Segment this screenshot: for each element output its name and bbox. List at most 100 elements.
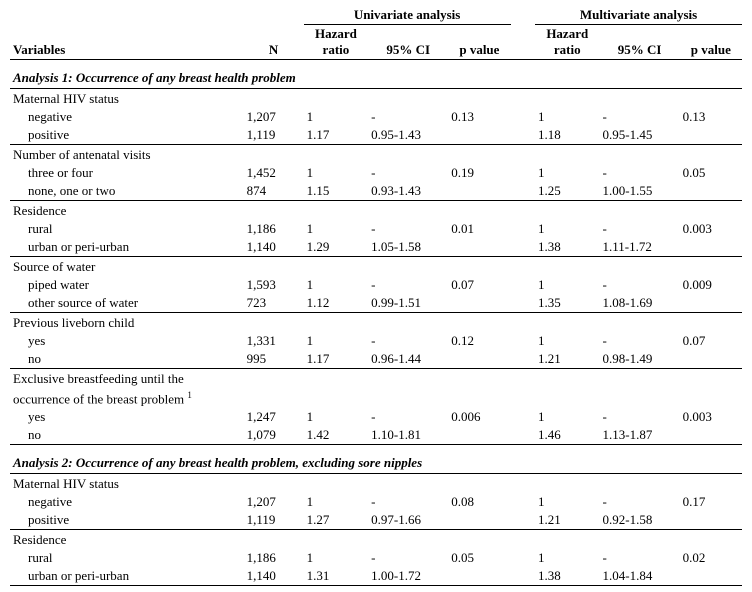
cell: 1,207 (244, 493, 304, 511)
cell: 0.003 (680, 408, 742, 426)
hdr-hr2: Hazard ratio (535, 25, 600, 60)
hdr-uni: Univariate analysis (304, 6, 511, 25)
cell: 1 (535, 276, 600, 294)
hdr-n: N (244, 6, 304, 60)
cell: 1,186 (244, 549, 304, 567)
table-row: negative 1,207 1 - 0.13 1 - 0.13 (10, 108, 742, 126)
cell: 1.46 (535, 426, 600, 445)
table-row: piped water 1,593 1 - 0.07 1 - 0.009 (10, 276, 742, 294)
cell: 1.04-1.84 (600, 567, 680, 586)
cell: 1,207 (244, 108, 304, 126)
cell: 1,119 (244, 511, 304, 530)
cell: 0.12 (448, 332, 510, 350)
cell: 1.35 (535, 294, 600, 313)
cell: - (600, 408, 680, 426)
cell: 1,452 (244, 164, 304, 182)
cell: 1.25 (535, 182, 600, 201)
table-row: yes 1,331 1 - 0.12 1 - 0.07 (10, 332, 742, 350)
cell: - (600, 108, 680, 126)
cell: rural (10, 549, 244, 567)
cell: other source of water (10, 294, 244, 313)
cell: 1 (304, 549, 369, 567)
cell: 1 (535, 408, 600, 426)
cell: 0.95-1.45 (600, 126, 680, 145)
section2-title: Analysis 2: Occurrence of any breast hea… (10, 445, 742, 474)
cell: 1.12 (304, 294, 369, 313)
section1-title: Analysis 1: Occurrence of any breast hea… (10, 60, 742, 89)
cell: 0.95-1.43 (368, 126, 448, 145)
cell: - (368, 332, 448, 350)
var-hiv: Maternal HIV status (10, 89, 742, 109)
cell: 0.17 (680, 493, 742, 511)
cell: - (368, 276, 448, 294)
table-row: other source of water 723 1.12 0.99-1.51… (10, 294, 742, 313)
hdr-ci2: 95% CI (600, 25, 680, 60)
cell: 1.42 (304, 426, 369, 445)
cell: 1,140 (244, 238, 304, 257)
table-row: no 1,079 1.42 1.10-1.81 1.46 1.13-1.87 (10, 426, 742, 445)
cell: 874 (244, 182, 304, 201)
cell: piped water (10, 276, 244, 294)
cell: - (368, 164, 448, 182)
table-row: yes 1,247 1 - 0.006 1 - 0.003 (10, 408, 742, 426)
cell: 1 (304, 220, 369, 238)
cell: 1.17 (304, 126, 369, 145)
cell: 1.05-1.58 (368, 238, 448, 257)
cell: rural (10, 220, 244, 238)
cell: 1,140 (244, 567, 304, 586)
cell: 0.13 (680, 108, 742, 126)
cell: 0.92-1.58 (600, 511, 680, 530)
cell: - (600, 276, 680, 294)
cell: 1.31 (304, 567, 369, 586)
table-row: positive 1,119 1.27 0.97-1.66 1.21 0.92-… (10, 511, 742, 530)
cell: 1,593 (244, 276, 304, 294)
cell: 1.00-1.55 (600, 182, 680, 201)
cell: 1 (304, 276, 369, 294)
cell: - (600, 164, 680, 182)
cell: - (368, 220, 448, 238)
table-row: positive 1,119 1.17 0.95-1.43 1.18 0.95-… (10, 126, 742, 145)
cell: 0.07 (680, 332, 742, 350)
cell: 1.38 (535, 238, 600, 257)
cell: 995 (244, 350, 304, 369)
var-ebf1: Exclusive breastfeeding until the (10, 369, 742, 389)
cell: 0.93-1.43 (368, 182, 448, 201)
cell: 0.02 (680, 549, 742, 567)
cell: - (368, 549, 448, 567)
table-row: rural 1,186 1 - 0.01 1 - 0.003 (10, 220, 742, 238)
cell: 0.08 (448, 493, 510, 511)
cell: 1,247 (244, 408, 304, 426)
cell: 1.27 (304, 511, 369, 530)
cell: 1.11-1.72 (600, 238, 680, 257)
table-row: three or four 1,452 1 - 0.19 1 - 0.05 (10, 164, 742, 182)
cell: 1.00-1.72 (368, 567, 448, 586)
cell: positive (10, 511, 244, 530)
cell: 1 (304, 108, 369, 126)
table-row: urban or peri-urban 1,140 1.31 1.00-1.72… (10, 567, 742, 586)
cell: 1.38 (535, 567, 600, 586)
cell: 1.17 (304, 350, 369, 369)
var-res2: Residence (10, 530, 742, 550)
cell: 1.15 (304, 182, 369, 201)
cell: yes (10, 408, 244, 426)
cell: 1.10-1.81 (368, 426, 448, 445)
cell: urban or peri-urban (10, 238, 244, 257)
hdr-multi: Multivariate analysis (535, 6, 742, 25)
cell: 0.99-1.51 (368, 294, 448, 313)
cell: three or four (10, 164, 244, 182)
var-ebf2: occurrence of the breast problem 1 (10, 388, 742, 408)
cell: 1,079 (244, 426, 304, 445)
cell: 1 (535, 108, 600, 126)
hdr-ci1: 95% CI (368, 25, 448, 60)
var-water: Source of water (10, 257, 742, 277)
cell: 1 (535, 493, 600, 511)
footnote-sup: 1 (187, 390, 192, 400)
cell: - (600, 220, 680, 238)
cell: 1,331 (244, 332, 304, 350)
cell: 723 (244, 294, 304, 313)
cell: yes (10, 332, 244, 350)
var-hiv2: Maternal HIV status (10, 474, 742, 494)
table-row: no 995 1.17 0.96-1.44 1.21 0.98-1.49 (10, 350, 742, 369)
var-child: Previous liveborn child (10, 313, 742, 333)
cell: 0.003 (680, 220, 742, 238)
